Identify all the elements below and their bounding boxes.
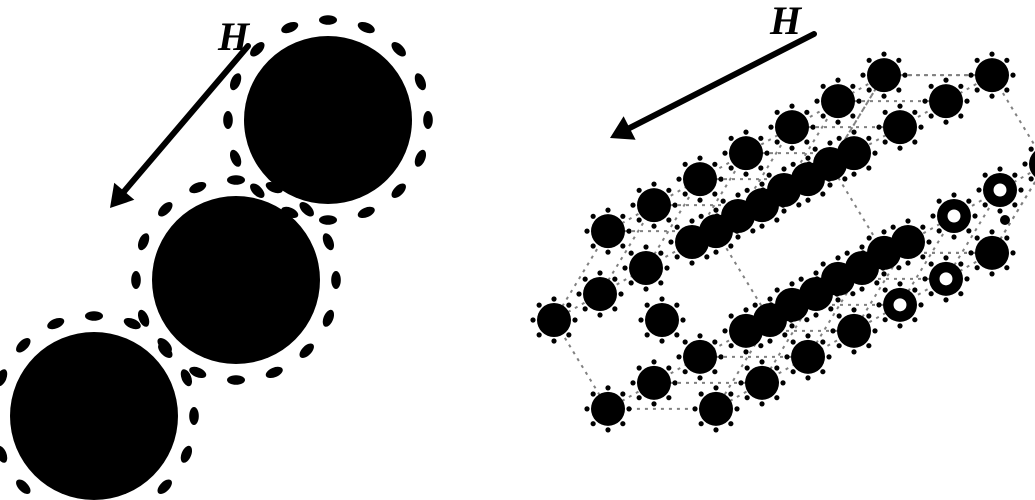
row5-step5 [922,78,969,125]
row5-step6 [968,52,1015,99]
row2-step3 [884,218,931,265]
row3-step3 [668,218,715,265]
row3-step1 [576,270,623,317]
row1-step5 [922,255,969,302]
row5-step2 [784,156,831,203]
row1-step1 [738,359,785,406]
diagram-canvas: HH [0,0,1035,500]
row2-step6 [1022,140,1035,187]
row4-step2 [676,156,723,203]
row2-step1 [792,270,839,317]
row2-step4 [930,192,977,239]
row4-step5 [814,78,861,125]
row5-step3 [830,130,877,177]
row1-step2 [784,333,831,380]
hex-vertex-5 [584,385,631,432]
stray-dot [1000,215,1010,225]
row4-step4 [768,104,815,151]
row4-step6 [860,52,907,99]
row1-step6 [968,229,1015,276]
large-particle-0 [223,15,433,225]
row4-step1 [630,182,677,229]
row5-step1 [738,182,785,229]
row5-step4 [876,104,923,151]
row3-step2 [622,244,669,291]
large-particle-2 [0,311,199,500]
hex-vertex-0 [530,296,577,343]
row1-step3 [830,307,877,354]
large-particle-1 [131,175,341,385]
row0-step2 [676,333,723,380]
row4-step3 [722,130,769,177]
row1-step4 [876,281,923,328]
left-field-arrow-label: H [217,14,251,59]
row2-step2 [838,244,885,291]
lattice-particles [530,52,1035,433]
hex-vertex-4 [692,385,739,432]
row0-step3 [722,307,769,354]
right-field-arrow-label: H [769,0,803,43]
hex-vertex-1 [584,208,631,255]
row2-step5 [976,166,1023,213]
row0-step1 [630,359,677,406]
hex-center [638,296,685,343]
